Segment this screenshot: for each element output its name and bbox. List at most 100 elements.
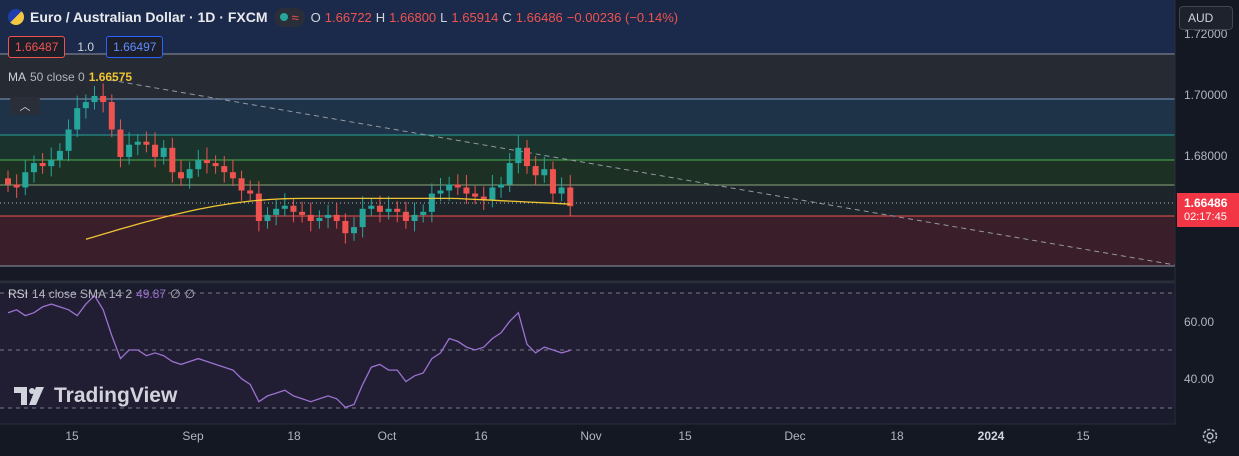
candle-body <box>229 172 236 179</box>
time-tick: 15 <box>678 429 692 443</box>
ohlc-values: O 1.66722 H 1.66800 L 1.65914 C 1.66486 −0.0… <box>310 9 679 25</box>
candle-body <box>221 166 228 173</box>
candle-body <box>359 208 366 228</box>
rsi-value: 49.87 <box>136 287 167 301</box>
candle-body <box>13 184 20 188</box>
sell-price-button[interactable]: 1.66487 <box>8 36 66 58</box>
time-tick: Dec <box>784 429 805 443</box>
brand-name: TradingView <box>54 384 178 407</box>
candle-body <box>273 208 280 215</box>
candle-body <box>498 184 505 188</box>
candle-body <box>325 214 332 218</box>
candle-body <box>480 196 487 200</box>
market-open-icon <box>279 13 288 21</box>
time-tick: 15 <box>1076 429 1090 443</box>
wave-icon: ≈ <box>291 9 299 25</box>
high-value: 1.66800 <box>389 9 437 25</box>
time-axis-bg <box>0 424 1239 456</box>
rsi-line <box>7 294 571 409</box>
candle-body <box>506 163 513 185</box>
candle-body <box>186 169 193 179</box>
legend-header[interactable]: Euro / Australian Dollar · 1D · FXCM ≈ O… <box>8 6 678 28</box>
time-tick: 16 <box>474 429 488 443</box>
low-value: 1.65914 <box>451 9 499 25</box>
candle-body <box>126 144 133 157</box>
candle-body <box>463 187 470 194</box>
candle-body <box>515 147 522 164</box>
candle-body <box>143 141 150 145</box>
candle-body <box>56 150 63 160</box>
price-tick: 1.68000 <box>1184 149 1228 163</box>
candle-body <box>368 205 375 209</box>
candle-body <box>299 211 306 215</box>
time-tick: 18 <box>287 429 301 443</box>
buy-price-button[interactable]: 1.66497 <box>106 36 164 58</box>
candle-body <box>420 211 427 215</box>
rsi-extra: ∅ <box>184 287 196 301</box>
candle-body <box>30 163 37 173</box>
currency-button[interactable]: AUD <box>1179 6 1233 30</box>
candle-body <box>212 163 219 167</box>
candle-body <box>82 102 89 109</box>
open-value: 1.66722 <box>324 9 372 25</box>
gear-icon[interactable] <box>1200 426 1220 446</box>
candle-body <box>281 205 288 209</box>
candle-body <box>541 169 548 176</box>
status-pill[interactable]: ≈ <box>273 7 305 27</box>
time-tick: Nov <box>580 429 601 443</box>
candle-body <box>160 147 167 157</box>
ma-legend[interactable]: MA 50 close 0 1.66575 <box>8 70 132 84</box>
candle-body <box>264 214 271 221</box>
band-teal <box>0 135 1175 160</box>
time-tick: 2024 <box>978 429 1005 443</box>
candle-body <box>290 205 297 212</box>
ma50-line <box>85 197 571 240</box>
band-red <box>0 216 1175 266</box>
rsi-legend[interactable]: RSI 14 close SMA 14 2 49.87 ∅ ∅ <box>8 287 195 301</box>
candle-body <box>247 190 254 194</box>
candle-body <box>385 208 392 212</box>
price-tick: 1.72000 <box>1184 27 1228 41</box>
candle-body <box>91 95 98 103</box>
last-price-label: 1.66486 02:17:45 <box>1177 193 1239 227</box>
change-value: −0.00236 (−0.14%) <box>566 9 679 25</box>
candle-body <box>532 166 539 176</box>
candle-body <box>342 221 349 234</box>
symbol-title[interactable]: Euro / Australian Dollar · 1D · FXCM <box>30 9 268 25</box>
time-tick: Oct <box>378 429 397 443</box>
time-tick: 18 <box>890 429 904 443</box>
tradingview-logo[interactable]: TradingView <box>14 384 177 408</box>
candle-body <box>454 184 461 188</box>
rsi-extra: ∅ <box>170 287 181 301</box>
band-top <box>0 0 1175 54</box>
candle-body <box>376 205 383 212</box>
rsi-params: 14 close SMA 14 2 <box>32 287 133 301</box>
candle-body <box>22 172 29 188</box>
candle-body <box>178 172 184 179</box>
rsi-tick: 60.00 <box>1184 315 1214 329</box>
last-price: 1.66486 <box>1184 196 1228 210</box>
candle-body <box>5 178 11 185</box>
spread-value: 1.0 <box>77 40 95 54</box>
candle-body <box>169 147 176 173</box>
band-blue <box>0 99 1175 135</box>
flag-icon <box>8 9 24 25</box>
time-tick: 15 <box>65 429 79 443</box>
band-bottom <box>0 266 1175 282</box>
ma-params: 50 close 0 <box>30 70 85 84</box>
price-axis-bg <box>1175 0 1239 456</box>
rsi-name: RSI <box>8 287 29 301</box>
band-green <box>0 160 1175 185</box>
candle-body <box>39 163 46 167</box>
candle-body <box>74 108 81 130</box>
candle-body <box>203 160 210 164</box>
candle-body <box>255 193 262 221</box>
candle-body <box>437 190 444 194</box>
candle-body <box>489 187 496 200</box>
close-value: 1.66486 <box>515 9 563 25</box>
time-tick: Sep <box>182 429 204 443</box>
collapse-indicators-button[interactable]: ︿ <box>10 97 40 115</box>
candle-body <box>558 187 565 194</box>
candle-body <box>152 144 159 157</box>
